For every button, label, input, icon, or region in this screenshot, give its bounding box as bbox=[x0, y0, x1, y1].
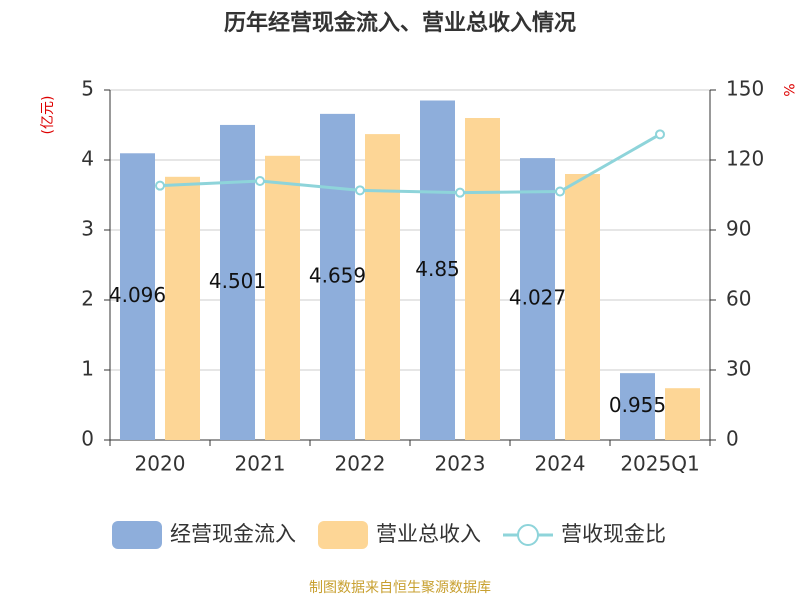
y2-tick-label: 60 bbox=[726, 287, 751, 311]
line-point bbox=[655, 129, 665, 140]
data-label: 0.955 bbox=[609, 393, 666, 417]
x-tick-label: 2021 bbox=[235, 452, 286, 476]
y2-axis-label: % bbox=[780, 83, 796, 96]
legend-label: 营业总收入 bbox=[376, 522, 481, 546]
x-tick-label: 2020 bbox=[135, 452, 186, 476]
data-label: 4.501 bbox=[209, 269, 266, 293]
bar bbox=[565, 174, 600, 440]
y-tick-label: 5 bbox=[81, 77, 94, 101]
line-point bbox=[255, 176, 265, 186]
data-label: 4.659 bbox=[309, 263, 366, 287]
y2-tick-label: 150 bbox=[726, 77, 764, 101]
chart-title: 历年经营现金流入、营业总收入情况 bbox=[224, 10, 576, 36]
y2-tick-label: 30 bbox=[726, 357, 751, 381]
data-label: 4.027 bbox=[509, 286, 566, 310]
y2-tick-label: 90 bbox=[726, 217, 751, 241]
line-point bbox=[555, 186, 565, 197]
x-tick-label: 2023 bbox=[435, 452, 486, 476]
y-tick-label: 2 bbox=[81, 287, 94, 311]
y-tick-label: 4 bbox=[81, 147, 94, 171]
y2-tick-label: 120 bbox=[726, 147, 764, 171]
y-tick-label: 1 bbox=[81, 357, 94, 381]
bar bbox=[520, 158, 555, 441]
legend-swatch bbox=[112, 521, 162, 549]
bar bbox=[320, 113, 355, 441]
bar bbox=[420, 100, 455, 440]
y-tick-label: 3 bbox=[81, 217, 94, 241]
y-axis-label: (亿元) bbox=[40, 96, 56, 135]
y2-tick-label: 0 bbox=[726, 427, 739, 451]
legend-swatch bbox=[517, 524, 539, 546]
y-tick-label: 0 bbox=[81, 427, 94, 451]
legend-label: 营收现金比 bbox=[561, 522, 666, 546]
bar bbox=[365, 134, 400, 440]
x-tick-label: 2024 bbox=[535, 452, 586, 476]
source-note: 制图数据来自恒生聚源数据库 bbox=[309, 580, 491, 596]
x-tick-label: 2025Q1 bbox=[620, 452, 699, 476]
line-point bbox=[355, 185, 365, 196]
bar bbox=[165, 176, 200, 441]
line-point bbox=[155, 180, 165, 191]
data-label: 4.85 bbox=[415, 257, 460, 281]
bar bbox=[220, 124, 255, 441]
legend-label: 经营现金流入 bbox=[170, 522, 296, 546]
bar bbox=[120, 153, 155, 440]
x-tick-label: 2022 bbox=[335, 452, 386, 476]
bar bbox=[665, 388, 700, 440]
bar bbox=[465, 118, 500, 440]
legend-swatch bbox=[318, 521, 368, 549]
data-label: 4.096 bbox=[109, 283, 166, 307]
bar bbox=[265, 155, 300, 441]
line-point bbox=[455, 187, 465, 198]
bar bbox=[620, 373, 655, 440]
line-series bbox=[159, 133, 661, 195]
